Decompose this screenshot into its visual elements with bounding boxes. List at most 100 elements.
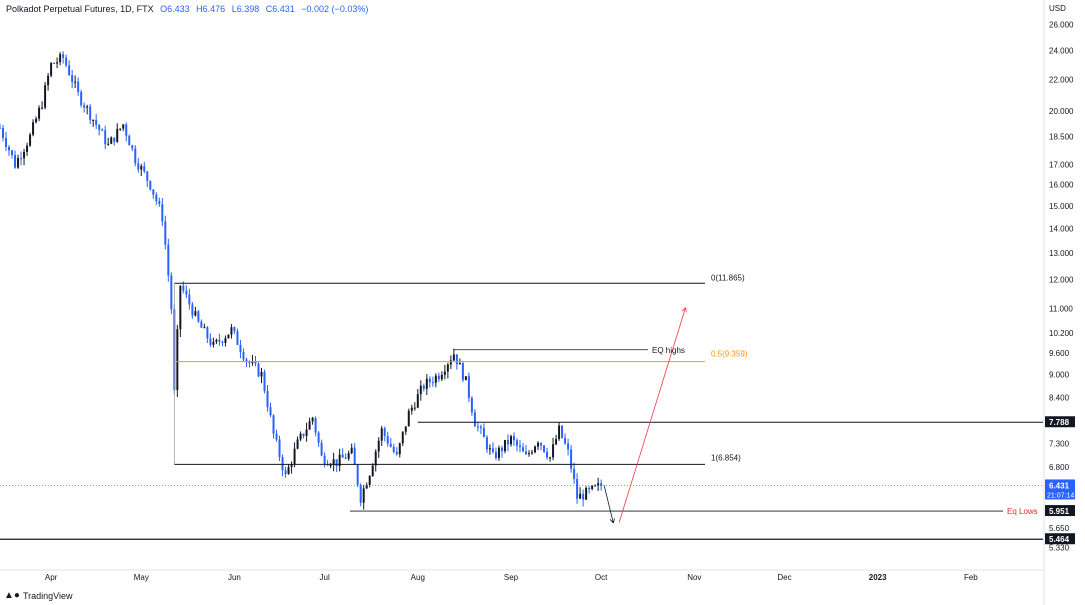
candle [576,473,579,504]
candle [506,434,509,452]
symbol-title[interactable]: Polkadot Perpetual Futures, 1D, FTX [6,4,154,14]
candle [561,425,564,439]
candle [83,102,86,113]
y-tick-label: 12.000 [1049,276,1074,285]
candle-series [0,51,603,510]
y-tick-label: 9.000 [1049,370,1070,379]
candle [122,124,125,132]
price-tag-5464-label: 5.464 [1049,535,1070,544]
price-tag-5951 [1045,505,1075,517]
time-axis[interactable]: Apr May Jun Jul Aug Sep Oct Nov Dec 2023 Feb [0,569,1043,582]
x-tick-label: Aug [411,573,425,582]
chart-legend-header: Polkadot Perpetual Futures, 1D, FTX O6.4… [6,4,372,14]
candle [320,439,323,457]
candle [167,238,170,282]
tradingview-logo[interactable]: ▲● TradingView [4,590,72,601]
candle [383,426,386,442]
down-arrow[interactable] [603,485,613,523]
candle [149,180,152,191]
candle [41,101,44,110]
candle [143,161,146,174]
candle [485,435,488,453]
candle [137,158,140,173]
y-tick-label: 10.200 [1049,329,1074,338]
candle [188,288,191,310]
candle [377,437,380,458]
candle [509,434,512,447]
candle [62,51,65,64]
candle [449,355,452,369]
candle [176,324,179,397]
up-projection-arrow[interactable] [618,308,685,523]
x-tick-label: Jun [228,573,241,582]
candle [47,72,50,91]
candle [413,402,416,411]
y-tick-label: 17.000 [1049,161,1074,170]
fib-level-1-label: 1(6.854) [711,453,741,462]
candle [416,388,419,409]
candle [305,422,308,442]
y-tick-label: 5.650 [1049,524,1070,533]
candle [311,416,314,425]
candle [191,301,194,319]
candle [452,348,455,362]
candle [404,426,407,435]
candle [585,486,588,500]
candle [224,335,227,347]
price-axis[interactable]: USD 26.000 24.000 22.000 20.000 18.500 17.000 1… [1043,0,1074,605]
candle [230,324,233,339]
candle [26,142,29,156]
candle [434,373,437,388]
candle [494,447,497,461]
candle [497,445,500,461]
candle [299,431,302,442]
candle [356,464,359,488]
candle [425,374,428,396]
candle [500,445,503,458]
candle [473,409,476,427]
candle [20,151,23,166]
candle [134,145,137,167]
candle [95,114,98,129]
candle [332,452,335,472]
candle [398,442,401,458]
candle [567,438,570,456]
candle [558,422,561,441]
x-tick-label: Nov [687,573,701,582]
candle [38,105,41,122]
candle [374,449,377,472]
candle [2,124,5,142]
candle [164,215,167,250]
candle [92,119,95,127]
open-value: O6.433 [160,4,190,14]
candle [236,328,239,346]
tradingview-icon: ▲● [4,590,20,601]
candle [50,62,53,78]
candle [251,354,254,366]
candle [591,485,594,491]
candle [600,479,603,491]
candle [8,144,11,156]
candle [170,272,173,315]
candle [17,154,20,169]
candle [512,432,515,447]
candle [107,137,110,146]
y-tick-label: 22.000 [1049,75,1074,84]
candle [215,338,218,345]
candle [437,372,440,382]
candle [534,445,537,454]
candle [281,454,284,477]
candle [266,385,269,412]
candle [275,429,278,442]
y-tick-label: 20.000 [1049,107,1074,116]
candle [531,449,534,455]
candle [65,54,68,68]
candle [239,339,242,359]
candle [347,450,350,461]
brand-label: TradingView [22,590,73,601]
candle [287,464,290,475]
price-tag-7788 [1045,416,1075,428]
candle [242,348,245,362]
eq-highs-label: EQ highs [652,346,685,355]
